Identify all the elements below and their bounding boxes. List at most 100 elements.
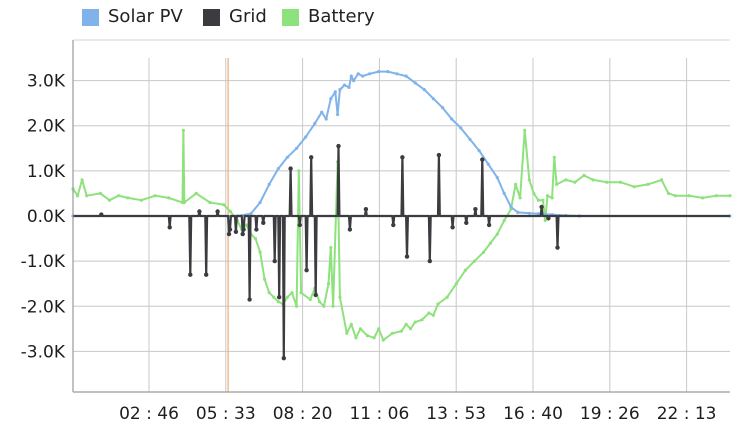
data-point <box>80 178 84 182</box>
legend: Solar PV Grid Battery <box>0 0 750 36</box>
data-point <box>295 304 299 308</box>
data-point <box>313 121 317 126</box>
data-point <box>482 250 486 254</box>
data-point <box>167 225 172 230</box>
series-grid <box>73 143 730 361</box>
legend-item-solar-pv[interactable]: Solar PV <box>82 7 183 27</box>
data-point <box>472 259 477 263</box>
data-point <box>395 72 399 76</box>
data-point <box>582 173 586 177</box>
data-point <box>413 81 417 85</box>
data-point <box>329 97 333 101</box>
data-point <box>277 295 282 300</box>
data-point <box>208 200 212 205</box>
data-point <box>222 203 226 207</box>
data-point <box>333 90 337 94</box>
data-point <box>308 297 312 302</box>
legend-label: Battery <box>308 6 375 27</box>
data-point <box>285 155 289 159</box>
data-point <box>441 106 445 110</box>
data-point <box>153 194 157 198</box>
data-point <box>445 295 449 299</box>
x-tick-label: 02 : 46 <box>119 404 179 424</box>
data-point <box>404 254 410 259</box>
data-point <box>317 300 321 304</box>
data-point <box>541 198 545 202</box>
data-point <box>85 194 89 198</box>
data-point <box>322 304 326 308</box>
data-point <box>258 200 262 205</box>
data-point <box>422 88 426 92</box>
data-point <box>436 152 442 158</box>
x-axis-ticks: 02 : 46 05 : 33 08 : 20 11 : 06 13 : 53 16 : … <box>119 404 716 424</box>
data-point <box>687 194 691 198</box>
data-point <box>660 178 664 182</box>
data-point <box>276 300 280 304</box>
y-axis-ticks: 3.0K 2.0K 1.0K 0.0K -1.0K -2.0K -3.0K <box>21 72 66 363</box>
data-point <box>342 83 347 87</box>
data-point <box>304 135 308 139</box>
data-point <box>352 79 356 83</box>
data-point <box>431 97 435 101</box>
legend-swatch <box>203 8 220 26</box>
x-tick-label: 08 : 20 <box>273 404 333 424</box>
data-point <box>276 167 280 171</box>
data-point <box>76 194 80 198</box>
legend-item-battery[interactable]: Battery <box>282 7 375 27</box>
data-point <box>188 272 193 277</box>
data-point <box>618 180 623 184</box>
y-tick-label: -2.0K <box>21 297 66 317</box>
data-point <box>326 282 331 286</box>
data-point <box>632 185 636 189</box>
data-point <box>473 207 478 212</box>
data-point <box>285 295 289 299</box>
data-point <box>244 223 248 227</box>
data-point <box>347 85 351 89</box>
data-point <box>468 137 472 141</box>
data-point <box>338 88 342 92</box>
data-point <box>263 277 267 281</box>
data-point <box>240 231 245 237</box>
data-point <box>502 218 506 223</box>
data-point <box>550 196 554 200</box>
x-tick-label: 13 : 53 <box>426 404 486 424</box>
data-point <box>673 194 677 198</box>
data-point <box>324 117 328 121</box>
data-point <box>436 302 440 306</box>
data-point <box>728 194 732 198</box>
y-tick-label: 3.0K <box>27 72 66 92</box>
data-point <box>290 291 294 295</box>
data-point <box>358 327 362 331</box>
data-point <box>480 157 485 162</box>
data-point <box>536 212 541 216</box>
data-point <box>267 291 271 295</box>
data-point <box>555 182 559 186</box>
x-tick-label: 16 : 40 <box>503 404 563 424</box>
data-point <box>518 196 522 200</box>
data-point <box>267 182 271 186</box>
data-point <box>309 155 314 160</box>
data-point <box>336 112 340 117</box>
data-point <box>514 182 518 186</box>
data-point <box>126 196 130 200</box>
data-point <box>546 216 551 221</box>
data-point <box>167 196 171 200</box>
legend-item-grid[interactable]: Grid <box>203 7 267 27</box>
data-point <box>261 220 266 225</box>
y-tick-label: -1.0K <box>21 252 66 272</box>
data-point <box>253 237 258 241</box>
data-point <box>539 204 544 210</box>
data-point <box>338 295 342 299</box>
data-point <box>532 191 536 195</box>
data-point <box>228 209 232 214</box>
legend-swatch <box>282 8 299 26</box>
data-point <box>413 320 417 324</box>
data-point <box>365 334 369 338</box>
data-point <box>182 200 186 205</box>
data-point <box>226 231 232 237</box>
data-point <box>361 74 365 78</box>
data-point <box>464 220 469 225</box>
data-point <box>313 292 318 298</box>
data-point <box>347 227 353 232</box>
data-point <box>377 70 381 74</box>
